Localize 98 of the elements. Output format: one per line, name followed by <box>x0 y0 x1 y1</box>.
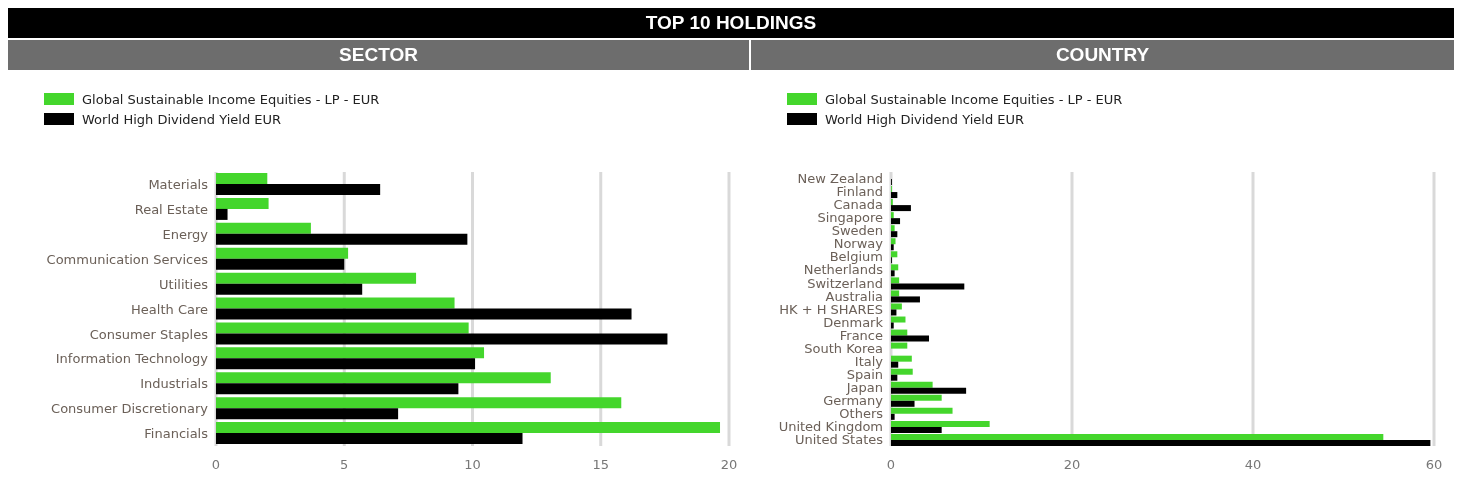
bar <box>891 212 894 219</box>
x-tick-label: 20 <box>1063 457 1081 473</box>
x-tick-label: 0 <box>211 457 221 473</box>
y-tick-label: HK + H SHARES <box>779 301 883 317</box>
bar <box>216 433 523 445</box>
bar <box>891 296 920 303</box>
legend-label: World High Dividend Yield EUR <box>825 111 1025 127</box>
bar <box>891 368 913 375</box>
bar <box>891 225 895 232</box>
chart-subtitle: COUNTRY <box>751 38 1454 70</box>
bar <box>891 342 908 349</box>
x-tick-label: 5 <box>340 457 349 473</box>
bar <box>216 222 311 234</box>
y-tick-label: Materials <box>148 177 209 193</box>
y-tick-label: Denmark <box>823 314 884 330</box>
bar <box>216 197 269 209</box>
y-tick-label: Consumer Staples <box>89 326 209 342</box>
x-tick-label: 60 <box>1425 457 1443 473</box>
legend-label: Global Sustainable Income Equities - LP - EUR <box>82 91 380 107</box>
bar <box>891 192 898 199</box>
bar <box>891 244 894 251</box>
bar <box>891 413 895 420</box>
y-tick-label: New Zealand <box>797 171 883 187</box>
bar <box>891 387 967 394</box>
bar <box>216 184 381 195</box>
bar <box>216 422 721 434</box>
y-tick-label: Real Estate <box>134 201 208 217</box>
bar <box>216 173 268 184</box>
bar <box>216 283 363 295</box>
y-tick-label: Australia <box>825 288 883 304</box>
bar <box>216 308 632 320</box>
y-tick-label: France <box>839 327 883 343</box>
bar <box>216 372 551 384</box>
x-tick-label: 20 <box>720 457 738 473</box>
bar <box>216 322 469 334</box>
y-tick-label: South Korea <box>804 340 883 356</box>
bar <box>891 355 912 362</box>
y-tick-label: Switzerland <box>807 275 883 291</box>
bar <box>891 394 942 401</box>
y-tick-label: Consumer Discretionary <box>51 401 209 417</box>
bar <box>891 270 895 277</box>
y-tick-label: Canada <box>833 197 883 213</box>
x-tick-label: 15 <box>592 457 610 473</box>
bar <box>891 335 930 342</box>
bar <box>216 233 468 245</box>
bar <box>891 218 901 225</box>
bar <box>216 408 399 420</box>
bar <box>891 426 942 433</box>
y-tick-label: Utilities <box>159 276 209 292</box>
bar <box>216 397 622 409</box>
bar <box>891 322 894 329</box>
x-tick-label: 10 <box>464 457 481 473</box>
bar <box>216 297 455 309</box>
y-tick-label: Finland <box>836 184 883 200</box>
legend-label: World High Dividend Yield EUR <box>82 111 282 127</box>
bar <box>216 333 668 345</box>
bar <box>216 347 485 359</box>
bar <box>891 361 899 368</box>
y-tick-label: Information Technology <box>55 351 209 367</box>
bar <box>891 205 911 212</box>
y-tick-label: Industrials <box>140 376 209 392</box>
bar <box>891 251 898 258</box>
bar <box>891 407 953 414</box>
y-tick-label: Norway <box>833 236 884 252</box>
legend-label: Global Sustainable Income Equities - LP - EUR <box>825 91 1123 107</box>
y-tick-label: Singapore <box>817 210 883 226</box>
bar <box>891 439 1431 446</box>
bar <box>891 420 990 427</box>
bar <box>891 277 900 284</box>
y-tick-label: Energy <box>162 226 209 242</box>
bar <box>891 231 898 238</box>
bar <box>216 208 228 220</box>
bar <box>891 283 965 290</box>
y-tick-label: Health Care <box>131 301 208 317</box>
chart-subtitle: SECTOR <box>8 38 749 70</box>
bar <box>216 247 349 259</box>
bar <box>891 381 933 388</box>
bar <box>891 264 899 271</box>
chart-title: TOP 10 HOLDINGS <box>8 8 1454 38</box>
bar <box>891 238 896 245</box>
bar <box>891 329 908 336</box>
y-tick-label: Financials <box>144 426 209 442</box>
bar <box>216 383 459 395</box>
bar <box>216 358 476 370</box>
x-tick-label: 0 <box>886 457 896 473</box>
bar <box>891 316 906 323</box>
bar <box>216 272 417 284</box>
y-tick-label: Italy <box>854 353 884 369</box>
x-tick-label: 40 <box>1244 457 1262 473</box>
bar <box>891 309 897 316</box>
bar <box>891 290 900 297</box>
bar <box>216 258 345 270</box>
bar <box>891 303 902 310</box>
y-tick-label: Communication Services <box>46 251 209 267</box>
y-tick-label: United Kingdom <box>778 419 883 435</box>
bar <box>891 374 898 381</box>
bar <box>891 433 1384 440</box>
bar <box>891 400 915 407</box>
